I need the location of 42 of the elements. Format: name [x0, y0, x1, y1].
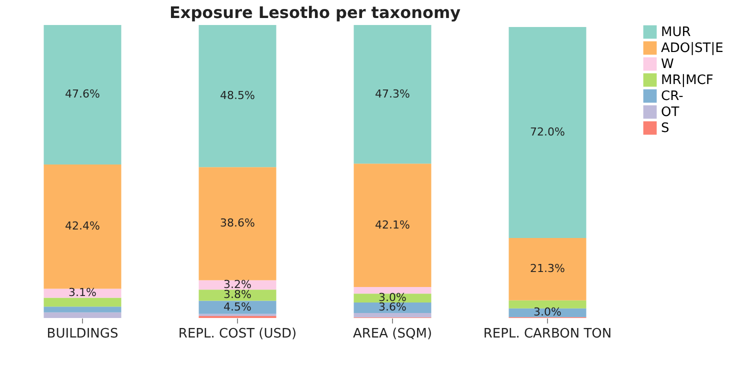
bar	[44, 25, 122, 164]
data-label: 38.6%	[220, 216, 255, 230]
bar	[354, 286, 432, 294]
bar	[508, 300, 586, 308]
bar	[198, 25, 276, 168]
legend-label: S	[661, 121, 670, 136]
bar	[198, 167, 276, 280]
data-label: 47.3%	[375, 87, 410, 100]
data-label: 42.1%	[375, 218, 410, 232]
legend-label: MUR	[661, 25, 691, 40]
bar	[44, 306, 122, 312]
data-label: 3.1%	[68, 286, 96, 300]
bar	[44, 288, 122, 298]
x-tick-label: AREA (SQM)	[352, 326, 432, 342]
legend-label: CR-	[661, 89, 684, 104]
data-label: 21.3%	[530, 262, 565, 276]
legend-label: OT	[661, 105, 680, 120]
data-label: 4.5%	[224, 300, 252, 314]
x-tick-label: BUILDINGS	[46, 326, 118, 342]
data-label: 3.6%	[378, 300, 406, 314]
bar	[354, 313, 432, 318]
chart-title: Exposure Lesotho per taxonomy	[169, 3, 462, 22]
data-label: 3.0%	[534, 306, 562, 319]
legend-label: W	[661, 57, 674, 72]
bar	[44, 298, 122, 307]
bar	[354, 164, 432, 287]
bar	[44, 312, 122, 318]
legend-label: ADO|ST|E	[661, 41, 724, 56]
data-label: 3.8%	[224, 288, 252, 302]
data-label: 47.6%	[65, 88, 100, 101]
bar	[198, 300, 276, 314]
bar	[44, 164, 122, 289]
x-tick-label: REPL. CARBON TON	[483, 326, 612, 342]
data-label: 72.0%	[530, 126, 565, 139]
bar	[508, 238, 586, 300]
bar	[354, 25, 432, 164]
data-label: 3.2%	[224, 278, 252, 291]
bar	[508, 27, 586, 238]
legend-label: MR|MCF	[661, 73, 714, 88]
data-label: 48.5%	[220, 89, 255, 102]
data-label: 42.4%	[65, 220, 100, 233]
x-tick-label: REPL. COST (USD)	[178, 326, 297, 342]
